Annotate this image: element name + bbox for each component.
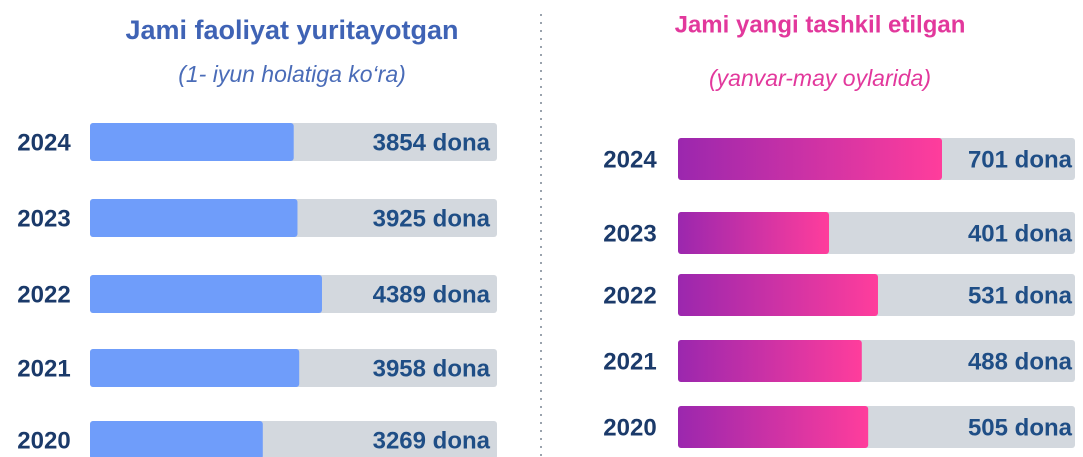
year-label: 2024 xyxy=(17,129,71,156)
bar xyxy=(678,274,878,316)
year-label: 2021 xyxy=(17,355,70,382)
value-label: 3958 dona xyxy=(373,355,491,382)
year-label: 2023 xyxy=(17,205,70,232)
year-label: 2022 xyxy=(17,281,70,308)
value-label: 401 dona xyxy=(968,220,1073,247)
value-label: 531 dona xyxy=(968,282,1073,309)
year-label: 2023 xyxy=(603,220,656,247)
bar xyxy=(90,123,294,161)
year-label: 2024 xyxy=(603,146,657,173)
value-label: 505 dona xyxy=(968,414,1073,441)
chart-subtitle: (yanvar-may oylarida) xyxy=(709,65,931,91)
chart-title: Jami yangi tashkil etilgan xyxy=(675,11,966,38)
value-label: 488 dona xyxy=(968,348,1073,375)
bar xyxy=(678,138,943,180)
value-label: 3925 dona xyxy=(373,205,491,232)
bar xyxy=(90,349,300,387)
bar xyxy=(90,199,298,237)
chart-subtitle: (1- iyun holatiga ko‘ra) xyxy=(178,61,406,87)
value-label: 701 dona xyxy=(968,146,1073,173)
value-label: 3854 dona xyxy=(373,129,491,156)
bar xyxy=(678,212,830,254)
bar xyxy=(90,421,263,457)
bar xyxy=(90,275,322,313)
year-label: 2020 xyxy=(603,414,656,441)
year-label: 2020 xyxy=(17,427,70,454)
bar xyxy=(678,406,869,448)
year-label: 2022 xyxy=(603,282,656,309)
value-label: 4389 dona xyxy=(373,281,491,308)
chart-title: Jami faoliyat yuritayotgan xyxy=(125,15,458,45)
year-label: 2021 xyxy=(603,348,656,375)
bar xyxy=(678,340,862,382)
value-label: 3269 dona xyxy=(373,427,491,454)
